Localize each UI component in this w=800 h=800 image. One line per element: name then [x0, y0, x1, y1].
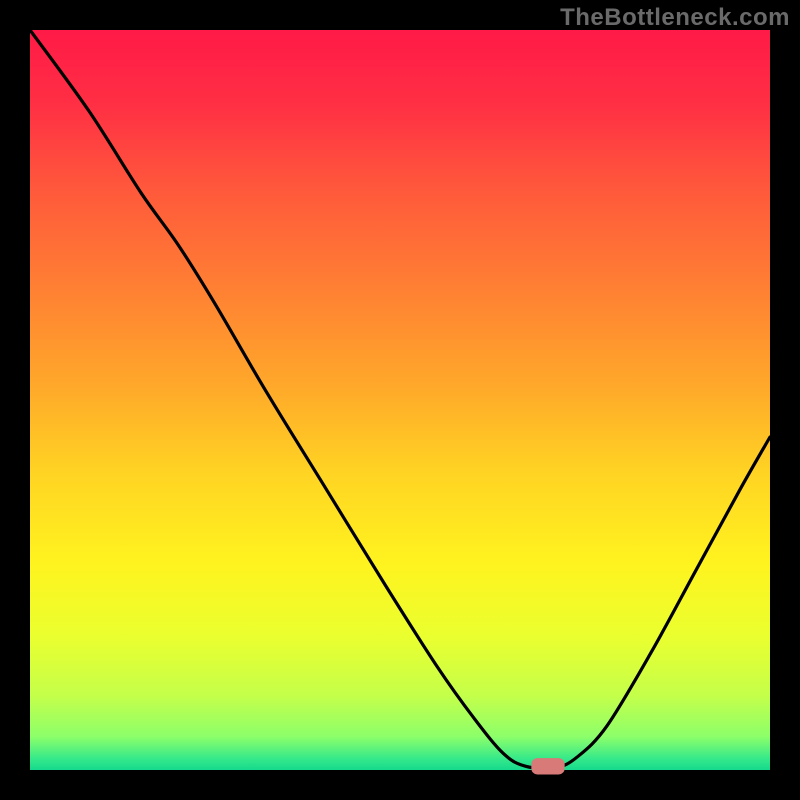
watermark-text: TheBottleneck.com: [560, 4, 790, 32]
plot-area: [30, 30, 770, 770]
bottleneck-chart: [0, 0, 800, 800]
optimum-marker: [531, 758, 564, 774]
chart-frame: TheBottleneck.com: [0, 0, 800, 800]
